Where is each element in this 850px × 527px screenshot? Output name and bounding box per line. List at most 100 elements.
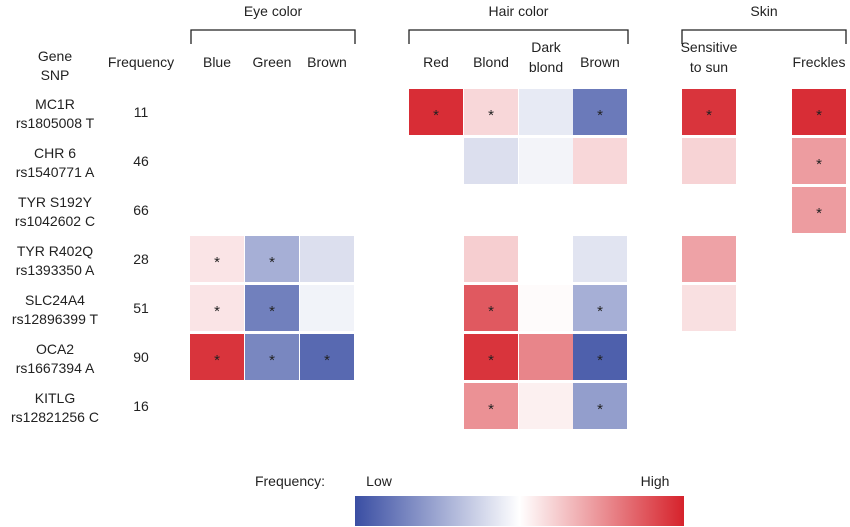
heatmap-cell xyxy=(682,138,736,184)
group-bracket xyxy=(681,29,847,44)
frequency-value: 16 xyxy=(133,398,149,414)
snp-label: rs1393350 A xyxy=(16,262,95,278)
significance-star: * xyxy=(488,107,494,124)
column-label: blond xyxy=(529,59,563,75)
heatmap-cell xyxy=(573,89,627,135)
heatmap-cell xyxy=(573,383,627,429)
column-label: Green xyxy=(253,54,292,70)
heatmap-cell xyxy=(792,138,846,184)
snp-label: rs12821256 C xyxy=(11,409,99,425)
heatmap-cell xyxy=(464,334,518,380)
snp-label: rs1042602 C xyxy=(15,213,95,229)
gene-label: MC1R xyxy=(35,96,75,112)
heatmap-cell xyxy=(519,138,573,184)
gene-label: KITLG xyxy=(35,390,75,406)
frequency-value: 90 xyxy=(133,349,149,365)
frequency-value: 51 xyxy=(133,300,149,316)
heatmap-cell xyxy=(573,285,627,331)
column-label: Sensitive xyxy=(681,39,738,55)
snp-label: rs12896399 T xyxy=(12,311,99,327)
column-label: Red xyxy=(423,54,449,70)
heatmap-cell xyxy=(409,89,463,135)
heatmap-cell xyxy=(464,138,518,184)
significance-star: * xyxy=(214,254,220,271)
heatmap-cell xyxy=(300,334,354,380)
heatmap-cell xyxy=(573,236,627,282)
significance-star: * xyxy=(433,107,439,124)
group-bracket xyxy=(408,29,629,44)
heatmap-cell xyxy=(464,285,518,331)
heatmap-cell xyxy=(519,334,573,380)
snp-header: SNP xyxy=(41,67,70,83)
column-label: Freckles xyxy=(793,54,846,70)
significance-star: * xyxy=(597,401,603,418)
heatmap-cell xyxy=(245,285,299,331)
significance-star: * xyxy=(597,352,603,369)
gene-label: TYR R402Q xyxy=(17,243,93,259)
snp-label: rs1540771 A xyxy=(16,164,95,180)
group-title: Skin xyxy=(750,3,777,19)
significance-star: * xyxy=(488,401,494,418)
gene-label: OCA2 xyxy=(36,341,74,357)
frequency-value: 66 xyxy=(133,202,149,218)
heatmap-cell xyxy=(792,187,846,233)
column-label: to sun xyxy=(690,59,728,75)
significance-star: * xyxy=(214,352,220,369)
heatmap-cell xyxy=(519,383,573,429)
significance-star: * xyxy=(214,303,220,320)
heatmap-cell xyxy=(519,285,573,331)
heatmap-cell xyxy=(682,236,736,282)
significance-star: * xyxy=(324,352,330,369)
heatmap-cell xyxy=(792,89,846,135)
legend-high: High xyxy=(641,473,670,489)
column-label: Brown xyxy=(580,54,620,70)
significance-star: * xyxy=(269,352,275,369)
gene-label: CHR 6 xyxy=(34,145,76,161)
snp-label: rs1805008 T xyxy=(16,115,95,131)
significance-star: * xyxy=(816,107,822,124)
heatmap-cell xyxy=(519,89,573,135)
significance-star: * xyxy=(488,352,494,369)
frequency-value: 28 xyxy=(133,251,149,267)
heatmap-cell xyxy=(464,236,518,282)
frequency-value: 46 xyxy=(133,153,149,169)
heatmap-cell xyxy=(682,89,736,135)
heatmap-cell xyxy=(682,285,736,331)
snp-label: rs1667394 A xyxy=(16,360,95,376)
column-label: Blond xyxy=(473,54,509,70)
gene-header: Gene xyxy=(38,48,72,64)
column-label: Blue xyxy=(203,54,231,70)
gene-label: SLC24A4 xyxy=(25,292,85,308)
heatmap-cell xyxy=(573,334,627,380)
frequency-header: Frequency xyxy=(108,54,174,70)
significance-star: * xyxy=(597,303,603,320)
heatmap-cell xyxy=(190,236,244,282)
heatmap-cell xyxy=(245,334,299,380)
column-label: Dark xyxy=(531,39,562,55)
frequency-value: 11 xyxy=(134,104,149,120)
column-label: Brown xyxy=(307,54,347,70)
heatmap-cell xyxy=(190,285,244,331)
heatmap-cell xyxy=(300,236,354,282)
group-bracket xyxy=(190,29,356,44)
legend-low: Low xyxy=(366,473,393,489)
significance-star: * xyxy=(269,303,275,320)
significance-star: * xyxy=(269,254,275,271)
heatmap-cell xyxy=(573,138,627,184)
legend-gradient-bar xyxy=(355,496,684,526)
significance-star: * xyxy=(816,156,822,173)
heatmap-cell xyxy=(245,236,299,282)
gene-label: TYR S192Y xyxy=(18,194,93,210)
heatmap-cell xyxy=(190,334,244,380)
significance-star: * xyxy=(488,303,494,320)
significance-star: * xyxy=(597,107,603,124)
significance-star: * xyxy=(706,107,712,124)
legend-label: Frequency: xyxy=(255,473,325,489)
heatmap-cell xyxy=(300,285,354,331)
group-title: Hair color xyxy=(489,3,549,19)
heatmap-cell xyxy=(464,89,518,135)
heatmap-cell xyxy=(464,383,518,429)
significance-star: * xyxy=(816,205,822,222)
group-title: Eye color xyxy=(244,3,303,19)
